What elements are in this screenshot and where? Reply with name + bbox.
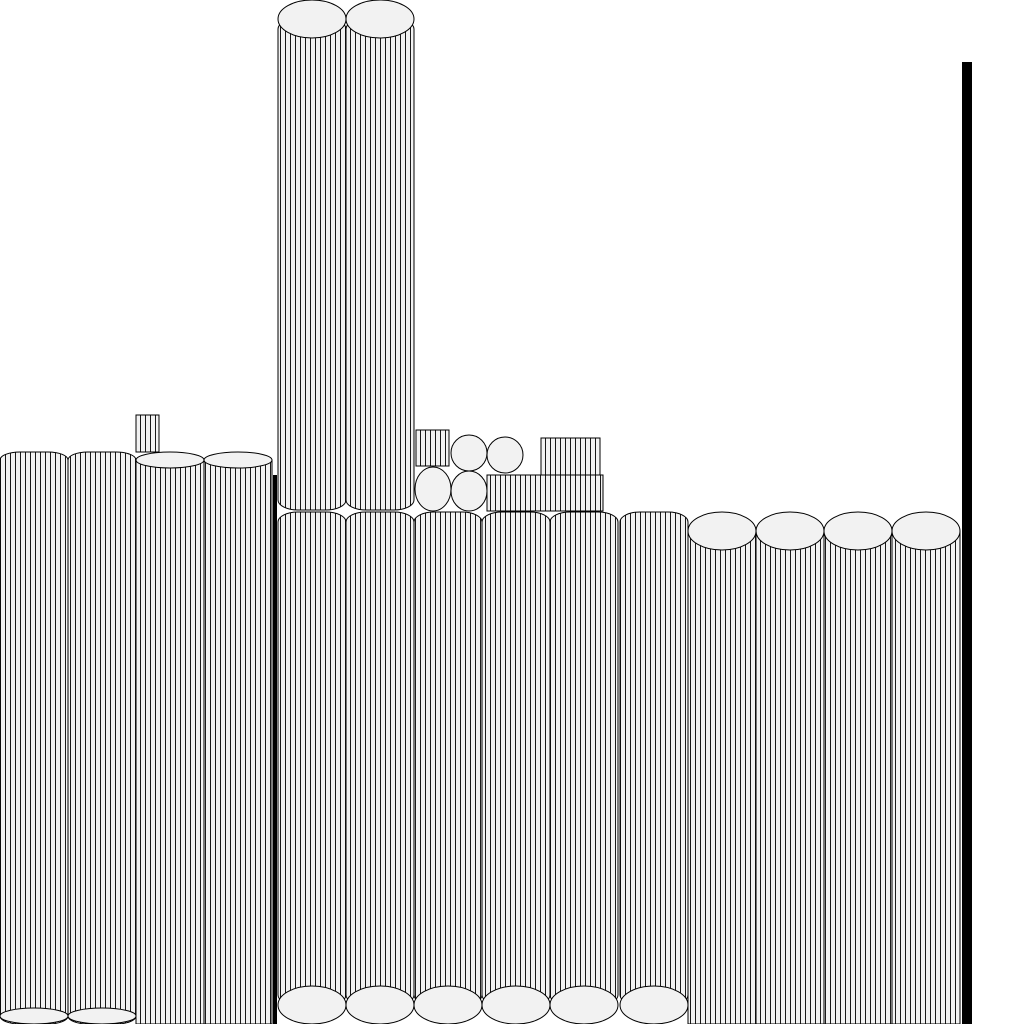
cylinder	[345, 18, 415, 511]
cylinder	[345, 511, 415, 1006]
cylinder	[413, 511, 483, 1006]
cylinder-end	[277, 985, 347, 1024]
cylinder	[823, 530, 893, 1024]
circle	[486, 436, 524, 474]
block	[415, 429, 450, 467]
cylinder	[619, 511, 689, 1006]
block	[135, 414, 160, 453]
circle	[450, 470, 488, 512]
cylinder	[135, 459, 205, 1024]
cylinder	[687, 530, 757, 1024]
cylinder-end	[345, 985, 415, 1024]
cylinder-end	[619, 985, 689, 1024]
cylinder-end	[0, 1007, 69, 1024]
circle	[450, 434, 488, 472]
cylinder	[277, 18, 347, 511]
cylinder-end	[687, 511, 757, 551]
cylinder-end	[891, 511, 961, 551]
block	[486, 474, 604, 512]
cylinder-end	[413, 985, 483, 1024]
cylinder-end	[481, 985, 551, 1024]
cylinder	[277, 511, 347, 1006]
cylinder	[549, 511, 619, 1006]
cylinder	[203, 459, 273, 1024]
cylinder-end	[549, 985, 619, 1024]
cylinder-end	[823, 511, 893, 551]
cylinder-end	[277, 0, 347, 39]
cylinder-end	[345, 0, 415, 39]
cylinder	[891, 530, 961, 1024]
cylinder-end	[755, 511, 825, 551]
cylinder	[755, 530, 825, 1024]
cylinder-end	[203, 451, 273, 469]
right-bar	[962, 62, 972, 1024]
cylinder	[67, 451, 137, 1024]
cylinder	[481, 511, 551, 1006]
circle	[414, 466, 452, 512]
block	[540, 437, 601, 476]
cylinder-end	[135, 451, 205, 469]
divider	[273, 475, 277, 1024]
cylinder-end	[67, 1007, 137, 1024]
cylinder	[0, 451, 69, 1024]
